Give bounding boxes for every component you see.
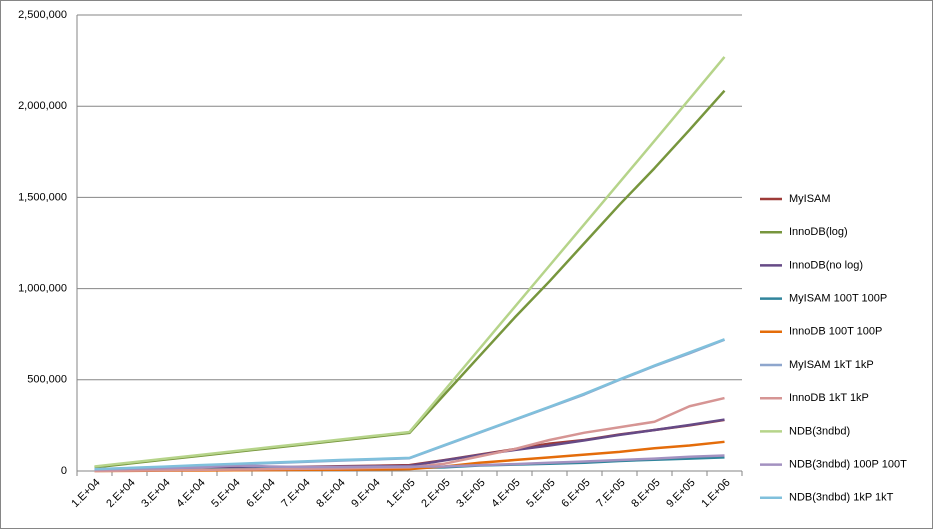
legend-label: NDB(3ndbd) [789, 425, 850, 437]
y-tick-label: 1,500,000 [18, 191, 67, 203]
y-tick-label: 1,000,000 [18, 283, 67, 295]
legend-label: InnoDB 1kT 1kP [789, 392, 869, 404]
legend-label: MyISAM 1kT 1kP [789, 359, 874, 371]
y-tick-label: 2,000,000 [18, 100, 67, 112]
y-tick-label: 0 [61, 465, 67, 477]
legend-label: NDB(3ndbd) 1kP 1kT [789, 492, 894, 504]
series-line [94, 454, 725, 471]
y-tick-label: 500,000 [27, 374, 67, 386]
series-line [94, 56, 726, 468]
legend-label: InnoDB(log) [789, 226, 848, 238]
legend-label: InnoDB(no log) [789, 259, 863, 271]
legend-label: InnoDB 100T 100P [789, 326, 882, 338]
legend-label: MyISAM [789, 193, 831, 205]
legend-label: MyISAM 100T 100P [789, 293, 887, 305]
legend-label: NDB(3ndbd) 100P 100T [789, 459, 907, 471]
y-tick-label: 2,500,000 [18, 9, 67, 21]
series-line [94, 338, 725, 471]
